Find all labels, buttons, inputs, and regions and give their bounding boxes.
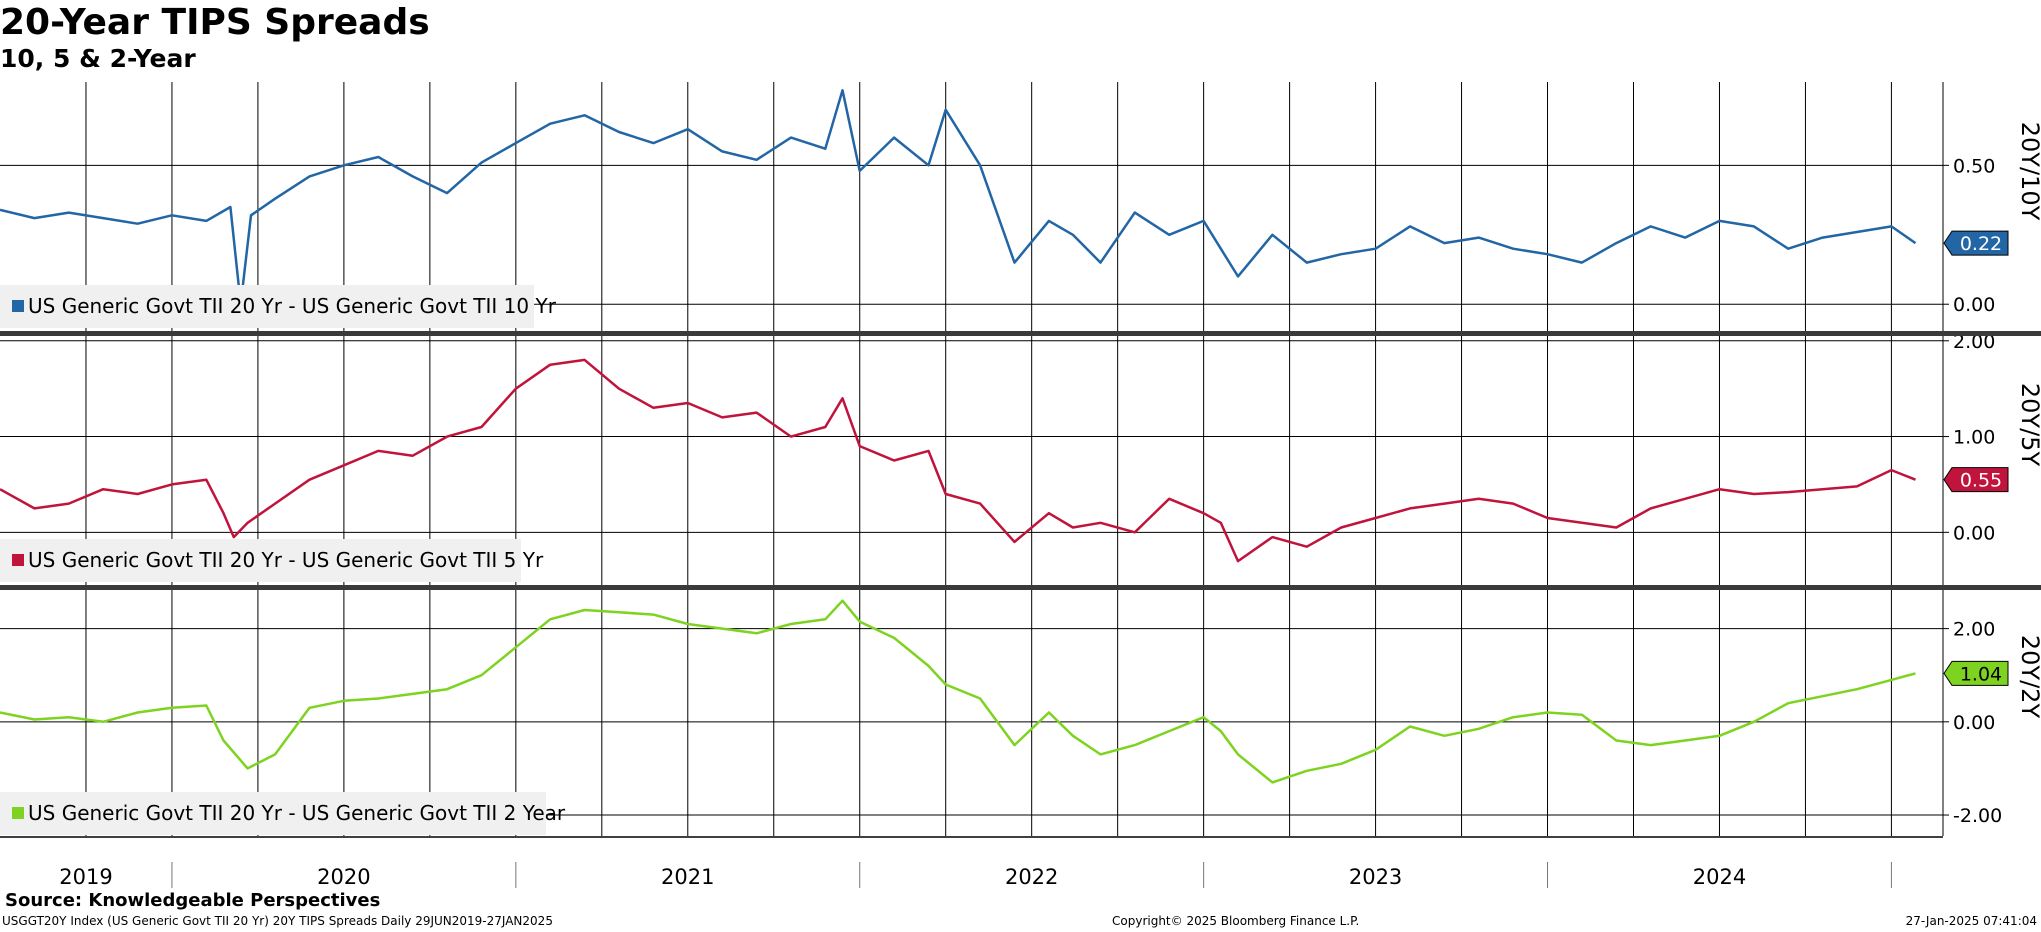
legend-swatch-20y-10y — [12, 300, 24, 312]
series-line — [0, 599, 1916, 784]
y-tick-label: 0.50 — [1953, 155, 1995, 177]
legend-label-20y-10y: US Generic Govt TII 20 Yr - US Generic G… — [28, 294, 556, 318]
series-line — [0, 89, 1917, 306]
legend-20y-2y: US Generic Govt TII 20 Yr - US Generic G… — [0, 792, 565, 835]
panel-label: 20Y/2Y — [2016, 635, 2041, 719]
y-tick-label: 1.00 — [1953, 427, 1995, 449]
panel-label: 20Y/5Y — [2016, 383, 2041, 467]
panel-label: 20Y/10Y — [2016, 122, 2041, 221]
series-line — [0, 358, 1916, 563]
last-value-label: 0.55 — [1960, 470, 2002, 492]
last-value-label: 1.04 — [1960, 663, 2002, 685]
last-value-tag — [1943, 230, 2009, 256]
index-info: USGGT20Y Index (US Generic Govt TII 20 Y… — [2, 914, 553, 928]
legend-20y-5y: US Generic Govt TII 20 Yr - US Generic G… — [0, 539, 543, 582]
legend-20y-10y: US Generic Govt TII 20 Yr - US Generic G… — [0, 285, 556, 328]
x-tick-label: 2023 — [1349, 865, 1402, 889]
y-tick-label: 2.00 — [1953, 331, 1995, 353]
x-tick-label: 2019 — [59, 865, 112, 889]
y-tick-label: -2.00 — [1953, 805, 2002, 827]
x-tick-label: 2022 — [1005, 865, 1058, 889]
chart-subtitle: 10, 5 & 2-Year — [0, 44, 196, 73]
last-value-tag — [1943, 467, 2009, 493]
y-tick-label: 0.00 — [1953, 522, 1995, 544]
source-note: Source: Knowledgeable Perspectives — [5, 890, 381, 911]
x-tick-label: 2024 — [1693, 865, 1746, 889]
legend-swatch-20y-5y — [12, 554, 24, 566]
legend-label-20y-5y: US Generic Govt TII 20 Yr - US Generic G… — [28, 548, 544, 572]
last-value-tag — [1943, 660, 2009, 686]
panel-separator — [0, 585, 2041, 590]
panel-separator — [0, 331, 2041, 336]
y-tick-label: 0.00 — [1953, 712, 1995, 734]
y-tick-label: 0.00 — [1953, 294, 1995, 316]
x-tick-label: 2020 — [317, 865, 370, 889]
x-tick-label: 2021 — [661, 865, 714, 889]
chart-title: 20-Year TIPS Spreads — [0, 2, 430, 43]
last-value-label: 0.22 — [1960, 233, 2002, 255]
y-tick-label: 2.00 — [1953, 619, 1995, 641]
legend-swatch-20y-2y — [12, 807, 24, 819]
copyright: Copyright© 2025 Bloomberg Finance L.P. — [1112, 914, 1360, 928]
timestamp: 27-Jan-2025 07:41:04 — [1905, 914, 2037, 928]
legend-label-20y-2y: US Generic Govt TII 20 Yr - US Generic G… — [28, 801, 566, 825]
